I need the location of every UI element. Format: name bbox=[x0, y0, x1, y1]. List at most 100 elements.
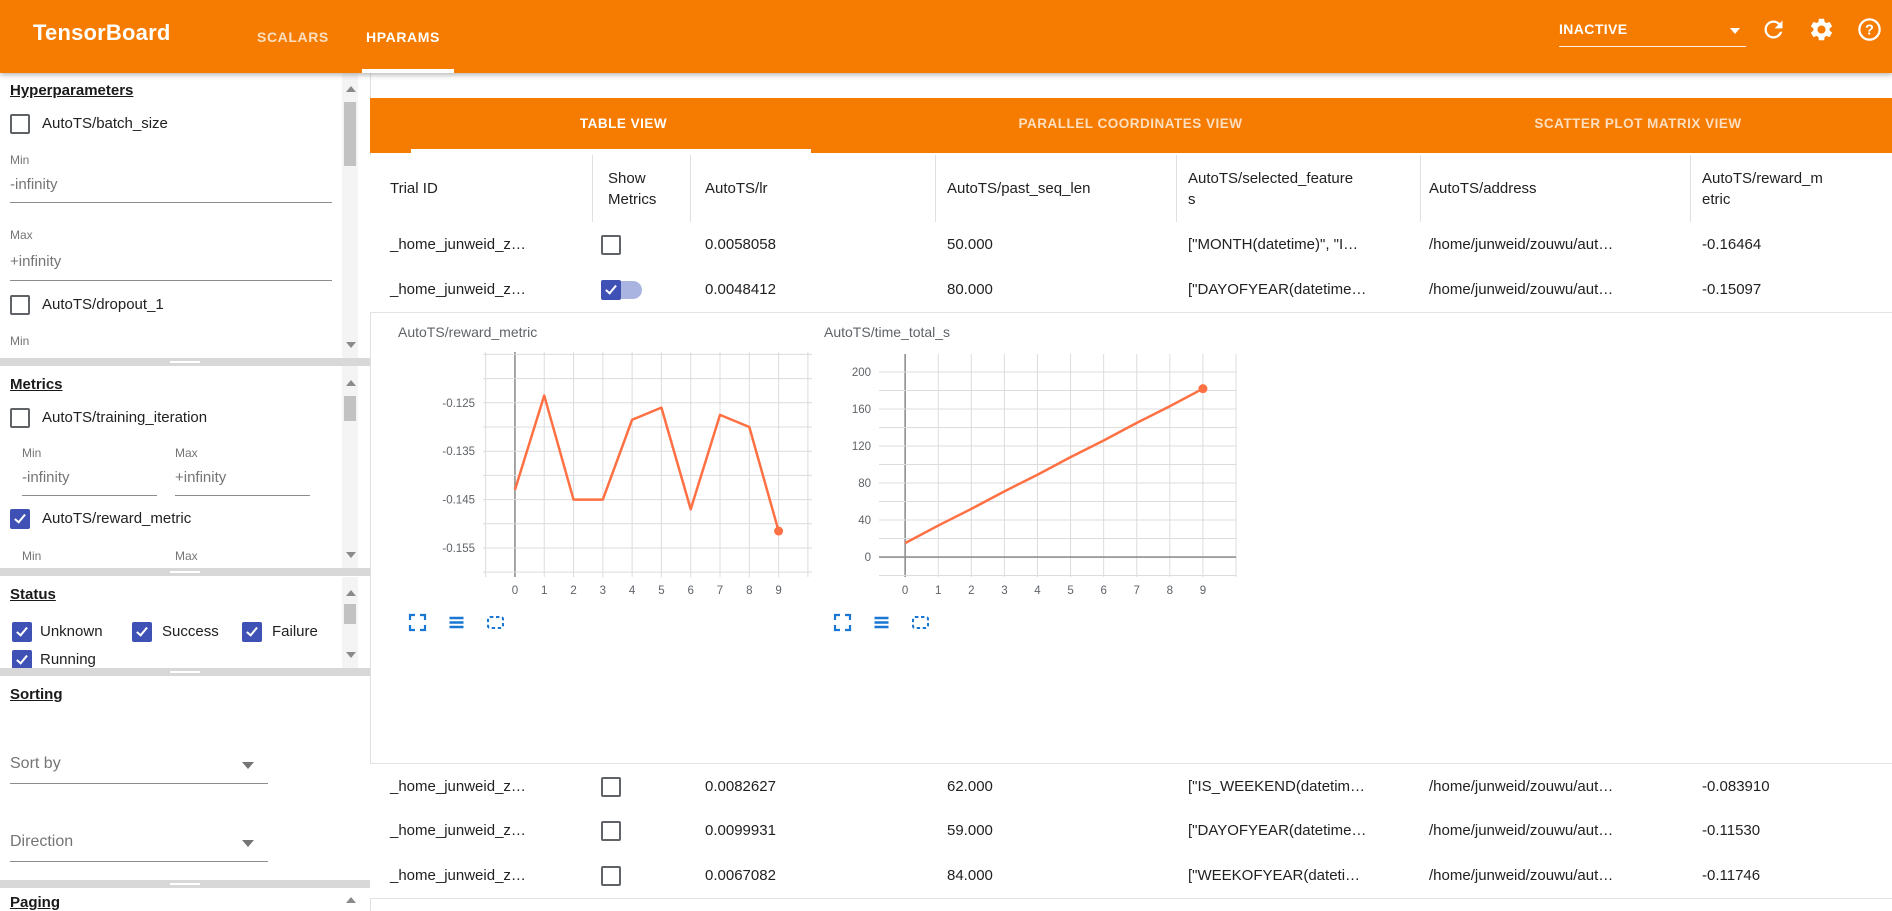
scrollbar-thumb[interactable] bbox=[344, 102, 356, 166]
svg-text:7: 7 bbox=[1134, 585, 1140, 597]
section-resize-handle[interactable] bbox=[0, 568, 370, 576]
status-label: Unknown bbox=[40, 623, 103, 640]
svg-text:200: 200 bbox=[852, 367, 871, 379]
svg-text:3: 3 bbox=[1001, 585, 1007, 597]
chart-title-reward-metric: AutoTS/reward_metric bbox=[398, 324, 538, 340]
view-tabs-bar: TABLE VIEW PARALLEL COORDINATES VIEW SCA… bbox=[370, 98, 1892, 153]
sidebar-section-paging: Paging bbox=[0, 888, 370, 911]
section-resize-handle[interactable] bbox=[0, 880, 370, 888]
checkbox-training-iteration[interactable] bbox=[10, 408, 30, 428]
scrollbar-thumb[interactable] bbox=[344, 396, 356, 421]
svg-text:5: 5 bbox=[658, 585, 664, 597]
table-row: _home_junweid_z… 0.0099931 59.000 ["DAYO… bbox=[370, 808, 1892, 854]
scrollbar-thumb[interactable] bbox=[344, 604, 356, 624]
address-cell: /home/junweid/zouwu/aut… bbox=[1429, 867, 1614, 884]
min-input[interactable]: -infinity bbox=[22, 469, 70, 486]
refresh-icon[interactable] bbox=[1760, 16, 1787, 43]
show-metrics-checkbox[interactable] bbox=[601, 777, 621, 797]
checkbox-batch-size[interactable] bbox=[10, 114, 30, 134]
max-input[interactable]: +infinity bbox=[10, 253, 62, 270]
column-header-past-seq-len[interactable]: AutoTS/past_seq_len bbox=[947, 180, 1091, 197]
direction-select[interactable]: Direction bbox=[10, 833, 74, 850]
lr-cell: 0.0099931 bbox=[705, 822, 776, 839]
fullscreen-icon[interactable] bbox=[408, 613, 427, 632]
checkbox-status-running[interactable] bbox=[12, 650, 32, 668]
metric-label: AutoTS/reward_metric bbox=[42, 510, 192, 527]
show-metrics-checkbox[interactable] bbox=[601, 821, 621, 841]
scroll-down-icon[interactable] bbox=[346, 652, 356, 658]
show-metrics-checkbox[interactable] bbox=[601, 280, 621, 300]
scroll-up-icon[interactable] bbox=[346, 590, 356, 596]
checkbox-status-unknown[interactable] bbox=[12, 622, 32, 642]
sort-by-select[interactable]: Sort by bbox=[10, 755, 61, 772]
chart-toolbar bbox=[833, 613, 930, 632]
show-metrics-checkbox[interactable] bbox=[601, 235, 621, 255]
help-icon[interactable]: ? bbox=[1856, 16, 1883, 43]
data-list-icon[interactable] bbox=[872, 613, 891, 632]
reward-metric-cell: -0.15097 bbox=[1702, 281, 1762, 298]
section-title-sorting: Sorting bbox=[10, 686, 63, 703]
scroll-down-icon[interactable] bbox=[346, 342, 356, 348]
column-header-lr[interactable]: AutoTS/lr bbox=[705, 180, 768, 197]
run-status-value: INACTIVE bbox=[1559, 21, 1628, 37]
column-header-show-metrics[interactable]: Show Metrics bbox=[608, 169, 657, 208]
lr-cell: 0.0082627 bbox=[705, 778, 776, 795]
svg-text:0: 0 bbox=[512, 585, 518, 597]
column-header-selected-features[interactable]: AutoTS/selected_features bbox=[1188, 169, 1354, 208]
min-input[interactable]: -infinity bbox=[10, 176, 58, 193]
table-row: _home_junweid_z… 0.0082627 62.000 ["IS_W… bbox=[370, 763, 1892, 810]
sidebar-section-status: Status Unknown Success Failure Running bbox=[0, 577, 370, 668]
scroll-up-icon[interactable] bbox=[346, 897, 356, 903]
chevron-down-icon[interactable] bbox=[242, 762, 254, 769]
section-title-hyperparameters: Hyperparameters bbox=[10, 82, 134, 99]
nav-tab-scalars[interactable]: SCALARS bbox=[257, 28, 329, 45]
show-metrics-checkbox[interactable] bbox=[601, 866, 621, 886]
svg-text:4: 4 bbox=[629, 585, 636, 597]
lr-cell: 0.0048412 bbox=[705, 281, 776, 298]
checkbox-reward-metric[interactable] bbox=[10, 509, 30, 529]
section-title-metrics: Metrics bbox=[10, 376, 63, 393]
checkbox-status-failure[interactable] bbox=[242, 622, 262, 642]
lr-cell: 0.0067082 bbox=[705, 867, 776, 884]
scroll-up-icon[interactable] bbox=[346, 380, 356, 386]
trial-id-cell: _home_junweid_z… bbox=[390, 822, 526, 839]
section-resize-handle[interactable] bbox=[0, 358, 370, 366]
max-input[interactable]: +infinity bbox=[175, 469, 227, 486]
checkbox-dropout-1[interactable] bbox=[10, 295, 30, 315]
trial-id-cell: _home_junweid_z… bbox=[390, 281, 526, 298]
chevron-down-icon[interactable] bbox=[242, 840, 254, 847]
run-status-dropdown[interactable]: INACTIVE bbox=[1559, 14, 1746, 47]
fullscreen-icon[interactable] bbox=[833, 613, 852, 632]
reward-metric-cell: -0.11530 bbox=[1702, 822, 1761, 839]
min-label: Min bbox=[10, 334, 30, 348]
svg-text:0: 0 bbox=[902, 585, 908, 597]
checkbox-ripple bbox=[621, 281, 642, 299]
tab-table-view[interactable]: TABLE VIEW bbox=[579, 116, 668, 131]
sidebar-section-hyperparameters: Hyperparameters AutoTS/batch_size Min -i… bbox=[0, 73, 370, 358]
selection-box-icon[interactable] bbox=[911, 613, 930, 632]
selection-box-icon[interactable] bbox=[486, 613, 505, 632]
gear-icon[interactable] bbox=[1808, 16, 1835, 43]
input-underline bbox=[10, 280, 332, 281]
tab-scatter-plot-matrix-view[interactable]: SCATTER PLOT MATRIX VIEW bbox=[1534, 116, 1742, 131]
section-resize-handle[interactable] bbox=[0, 668, 370, 676]
scroll-down-icon[interactable] bbox=[346, 552, 356, 558]
selected-features-cell: ["IS_WEEKEND(datetim… bbox=[1188, 778, 1366, 795]
nav-tab-hparams[interactable]: HPARAMS bbox=[366, 28, 440, 45]
data-list-icon[interactable] bbox=[447, 613, 466, 632]
scroll-up-icon[interactable] bbox=[346, 86, 356, 92]
svg-text:1: 1 bbox=[541, 585, 547, 597]
checkbox-status-success[interactable] bbox=[132, 622, 152, 642]
chart-title-time-total: AutoTS/time_total_s bbox=[824, 324, 951, 340]
input-underline bbox=[22, 495, 157, 496]
svg-text:-0.145: -0.145 bbox=[442, 495, 475, 507]
column-header-trial-id[interactable]: Trial ID bbox=[390, 180, 438, 197]
input-underline bbox=[175, 495, 310, 496]
tab-parallel-coordinates-view[interactable]: PARALLEL COORDINATES VIEW bbox=[1018, 116, 1243, 131]
reward-metric-cell: -0.083910 bbox=[1702, 778, 1770, 795]
sidebar-section-metrics: Metrics AutoTS/training_iteration Min Ma… bbox=[0, 366, 370, 568]
svg-text:3: 3 bbox=[600, 585, 606, 597]
column-header-reward-metric[interactable]: AutoTS/reward_metric bbox=[1702, 169, 1823, 208]
column-header-address[interactable]: AutoTS/address bbox=[1429, 180, 1537, 197]
